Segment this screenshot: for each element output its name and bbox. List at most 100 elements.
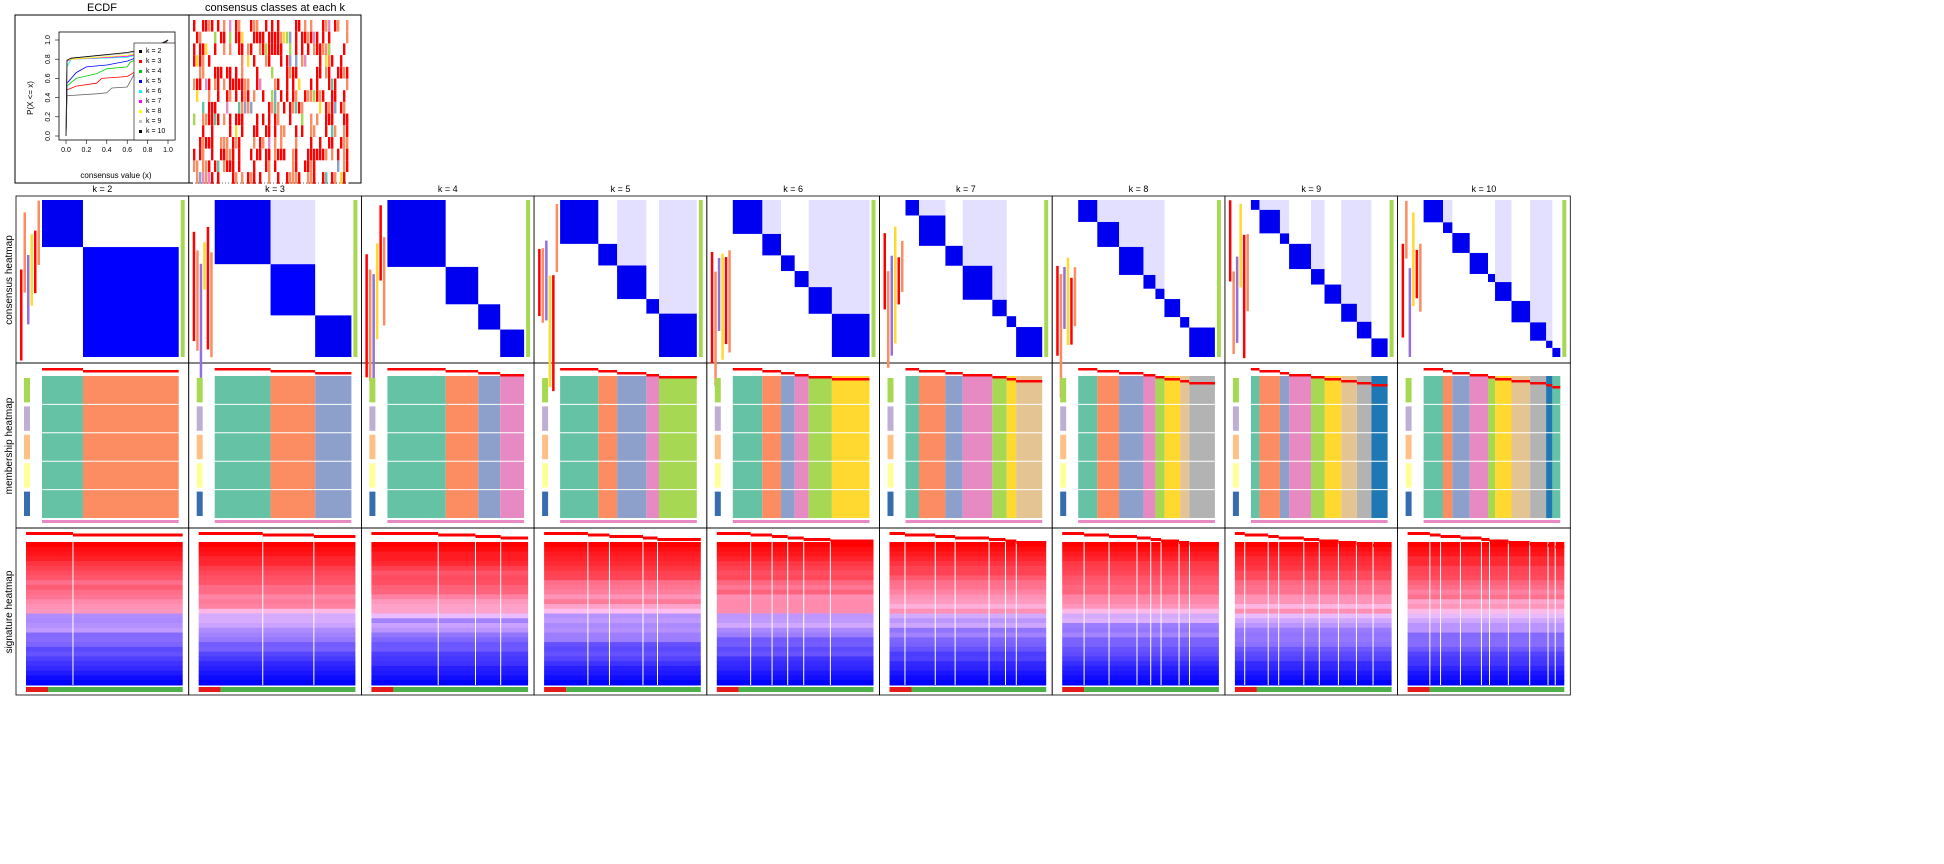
signature-band xyxy=(371,594,529,600)
class-cell xyxy=(208,55,211,67)
class-annotation xyxy=(1044,200,1049,357)
signature-band xyxy=(198,556,356,562)
class-cell xyxy=(304,78,307,91)
class-cell xyxy=(244,55,247,67)
class-cell xyxy=(199,55,202,67)
class-cell xyxy=(256,101,259,114)
row-annotation xyxy=(1405,434,1412,460)
class-cell xyxy=(274,90,277,102)
consensus-offdiag xyxy=(1443,200,1453,223)
class-cell xyxy=(319,66,322,79)
legend-swatch xyxy=(139,110,142,113)
legend-label: k = 6 xyxy=(146,88,161,95)
class-cell xyxy=(232,31,235,44)
signature-band xyxy=(26,546,183,553)
signature-band xyxy=(26,570,183,576)
class-cell xyxy=(247,90,250,102)
class-cell xyxy=(322,66,325,79)
class-cell xyxy=(337,90,340,102)
class-cell xyxy=(304,20,307,32)
signature-band xyxy=(1062,594,1219,600)
class-indicator xyxy=(1279,372,1290,375)
class-cell xyxy=(313,78,316,91)
class-cell xyxy=(241,20,244,32)
signature-band xyxy=(1234,584,1392,591)
row-annotation xyxy=(196,491,203,516)
class-cell xyxy=(286,101,289,114)
class-cell xyxy=(247,66,250,79)
class-cell xyxy=(325,78,328,91)
class-cell xyxy=(238,66,241,79)
class-cell xyxy=(238,113,241,126)
consensus-offdiag xyxy=(270,200,316,265)
signature-band xyxy=(198,589,356,595)
membership-block xyxy=(1006,376,1017,518)
class-indicator xyxy=(1289,374,1312,377)
consensus-offdiag xyxy=(808,200,832,288)
annotation-bar xyxy=(728,250,731,353)
class-cell xyxy=(202,113,205,126)
class-cell xyxy=(262,20,265,32)
class-cell xyxy=(337,66,340,79)
membership-block xyxy=(794,376,809,518)
class-indicator xyxy=(1495,378,1512,381)
signature-band xyxy=(889,589,1047,595)
membership-block xyxy=(560,376,599,518)
signature-band xyxy=(1234,589,1392,595)
class-cell xyxy=(235,78,238,91)
annotation-bar xyxy=(714,271,717,386)
class-cell xyxy=(241,66,244,79)
class-cell xyxy=(268,31,271,44)
class-cell xyxy=(211,20,214,32)
signature-band xyxy=(1234,551,1392,557)
class-cell xyxy=(256,43,259,56)
class-cell xyxy=(202,31,205,44)
class-cell xyxy=(295,20,298,32)
class-indicator xyxy=(1356,542,1374,546)
class-cell xyxy=(238,20,241,32)
class-cell xyxy=(205,160,208,173)
class-cell xyxy=(313,55,316,67)
class-cell xyxy=(271,55,274,67)
class-cell xyxy=(340,66,343,79)
membership-block xyxy=(1250,376,1260,518)
membership-block xyxy=(808,376,832,518)
consensus-offdiag xyxy=(1530,200,1547,323)
class-indicator xyxy=(478,372,501,375)
signature-band xyxy=(544,580,701,586)
class-cell xyxy=(286,160,289,173)
k-label: k = 8 xyxy=(1129,184,1149,194)
signature-band xyxy=(544,561,701,567)
row-annotation xyxy=(24,434,30,460)
annotation-bar xyxy=(894,226,897,344)
class-cell xyxy=(292,137,295,149)
signature-band xyxy=(889,599,1047,605)
row-annotation xyxy=(1405,491,1412,516)
class-cell xyxy=(235,20,238,32)
annotation-bar xyxy=(1228,200,1232,282)
class-cell xyxy=(211,55,214,67)
class-cell xyxy=(316,31,319,44)
class-cell xyxy=(274,20,277,32)
class-cell xyxy=(298,137,301,149)
class-indicator xyxy=(315,372,352,375)
class-cell xyxy=(289,113,292,126)
class-cell xyxy=(253,66,256,79)
column-annotation xyxy=(732,520,870,523)
class-cell xyxy=(343,113,346,126)
class-cell xyxy=(208,125,211,137)
class-cell xyxy=(232,43,235,56)
signature-band xyxy=(371,584,529,591)
row-annotation xyxy=(542,434,549,460)
class-indicator xyxy=(803,538,831,541)
class-cell xyxy=(214,31,217,44)
signature-band xyxy=(371,546,529,553)
panel-border xyxy=(1397,527,1571,696)
class-cell xyxy=(328,55,331,67)
y-tick-label: 1.0 xyxy=(45,35,52,45)
class-indicator xyxy=(1155,376,1165,379)
class-cell xyxy=(193,160,196,173)
signature-band xyxy=(1062,661,1219,667)
class-cell xyxy=(253,20,256,32)
